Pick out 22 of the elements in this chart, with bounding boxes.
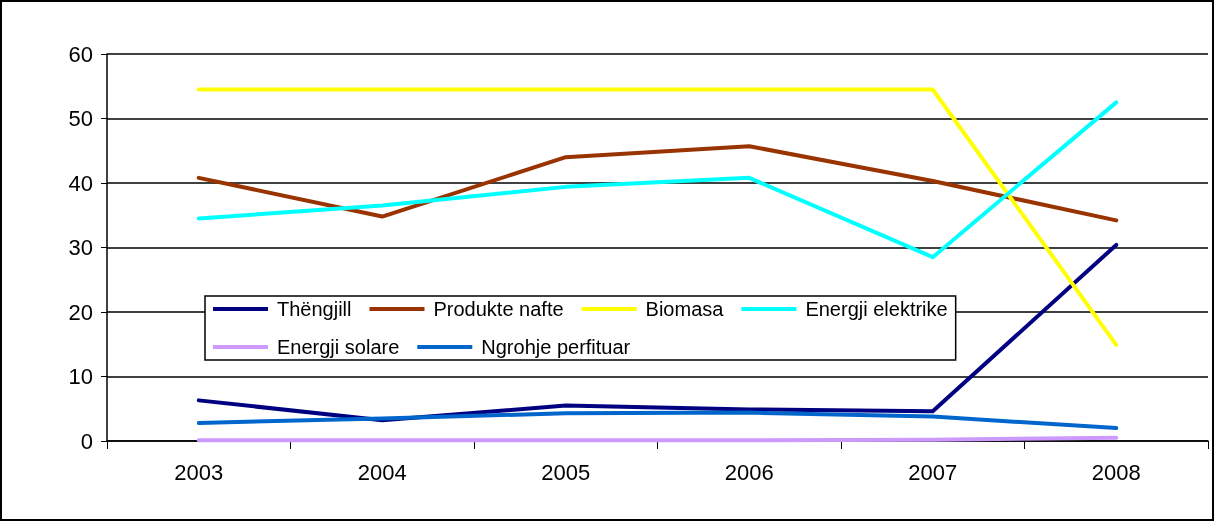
x-tick-label: 2004 [357,459,407,485]
legend-label: Energji solare [277,336,400,358]
y-tick-label: 20 [68,299,93,325]
y-tick-label: 40 [68,170,93,196]
line-series [196,144,1119,223]
y-tick-label: 60 [68,41,93,67]
legend-label: Energji elektrike [805,298,948,320]
legend-label: Produkte nafte [433,298,564,320]
line-series [196,100,1119,260]
x-tick-label: 2008 [1091,459,1141,485]
x-tick-label: 2006 [724,459,774,485]
x-tick-label: 2003 [174,459,224,485]
y-tick-label: 30 [68,235,93,260]
legend-label: Biomasa [645,298,725,320]
y-tick-label: 0 [80,428,93,454]
x-tick-label: 2007 [908,459,958,485]
y-tick-label: 50 [68,106,93,131]
line-series [196,410,1119,431]
x-tick-label: 2005 [541,459,591,485]
legend-label: Ngrohje perfituar [481,336,631,358]
legend-label: Thëngjill [277,298,352,320]
y-tick-label: 10 [68,364,93,389]
